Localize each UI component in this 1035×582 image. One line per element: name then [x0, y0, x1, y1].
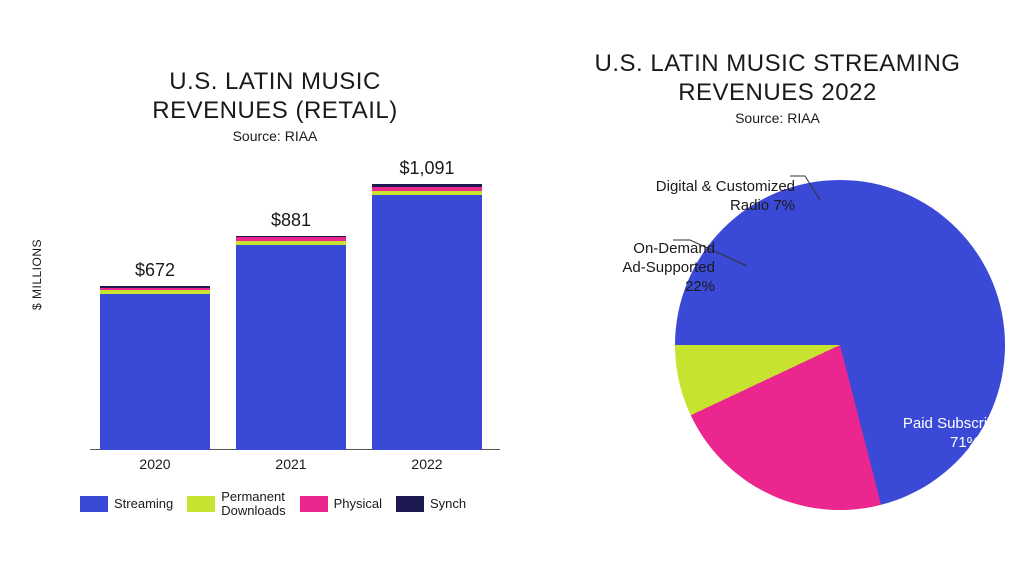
- page: U.S. LATIN MUSIC REVENUES (RETAIL) Sourc…: [0, 0, 1035, 582]
- legend-item: PermanentDownloads: [187, 490, 285, 517]
- legend-swatch: [80, 496, 108, 512]
- bar-chart-legend: Streaming PermanentDownloads Physical Synch: [80, 490, 466, 517]
- pie-chart-title-block: U.S. LATIN MUSIC STREAMING REVENUES 2022…: [560, 50, 995, 126]
- bar-value-label: $881: [236, 210, 346, 231]
- bar-chart-plot-area: $6722020$8812021$1,0912022: [90, 170, 490, 450]
- legend-swatch: [396, 496, 424, 512]
- legend-item: Synch: [396, 496, 466, 512]
- legend-label: Physical: [334, 497, 382, 511]
- legend-item: Physical: [300, 496, 382, 512]
- bar-2022: $1,091: [372, 184, 482, 450]
- pie-chart-area: Paid Subscriptions71%On-DemandAd-Support…: [675, 180, 1005, 510]
- pie-chart-title-line1: U.S. LATIN MUSIC STREAMING: [560, 50, 995, 79]
- legend-swatch: [187, 496, 215, 512]
- bar-chart-title-line1: U.S. LATIN MUSIC: [90, 68, 460, 97]
- pie-chart-subtitle: Source: RIAA: [560, 110, 995, 126]
- bar-segment: [236, 245, 346, 450]
- legend-swatch: [300, 496, 328, 512]
- legend-item: Streaming: [80, 496, 173, 512]
- bar-chart-subtitle: Source: RIAA: [90, 128, 460, 144]
- legend-label: PermanentDownloads: [221, 490, 285, 517]
- bar-2020: $672: [100, 286, 210, 450]
- bar-chart-panel: U.S. LATIN MUSIC REVENUES (RETAIL) Sourc…: [0, 0, 520, 582]
- bar-chart-title-block: U.S. LATIN MUSIC REVENUES (RETAIL) Sourc…: [90, 68, 460, 144]
- pie-chart-panel: U.S. LATIN MUSIC STREAMING REVENUES 2022…: [520, 0, 1035, 582]
- bar-chart-y-axis-label: $ MILLIONS: [30, 239, 44, 310]
- legend-label: Streaming: [114, 497, 173, 511]
- bar-chart-title-line2: REVENUES (RETAIL): [90, 97, 460, 126]
- bar-value-label: $1,091: [372, 158, 482, 179]
- legend-label: Synch: [430, 497, 466, 511]
- bar-value-label: $672: [100, 260, 210, 281]
- bar-segment: [372, 195, 482, 450]
- bar-x-tick: 2021: [236, 456, 346, 472]
- bar-segment: [100, 294, 210, 450]
- pie-slice-label: On-DemandAd-Supported22%: [555, 240, 715, 296]
- bar-2021: $881: [236, 236, 346, 451]
- bar-x-tick: 2020: [100, 456, 210, 472]
- bar-x-tick: 2022: [372, 456, 482, 472]
- pie-chart-title-line2: REVENUES 2022: [560, 79, 995, 108]
- pie-slice-label: Digital & CustomizedRadio 7%: [635, 178, 795, 216]
- pie-slice-label: Paid Subscriptions71%: [885, 415, 1035, 453]
